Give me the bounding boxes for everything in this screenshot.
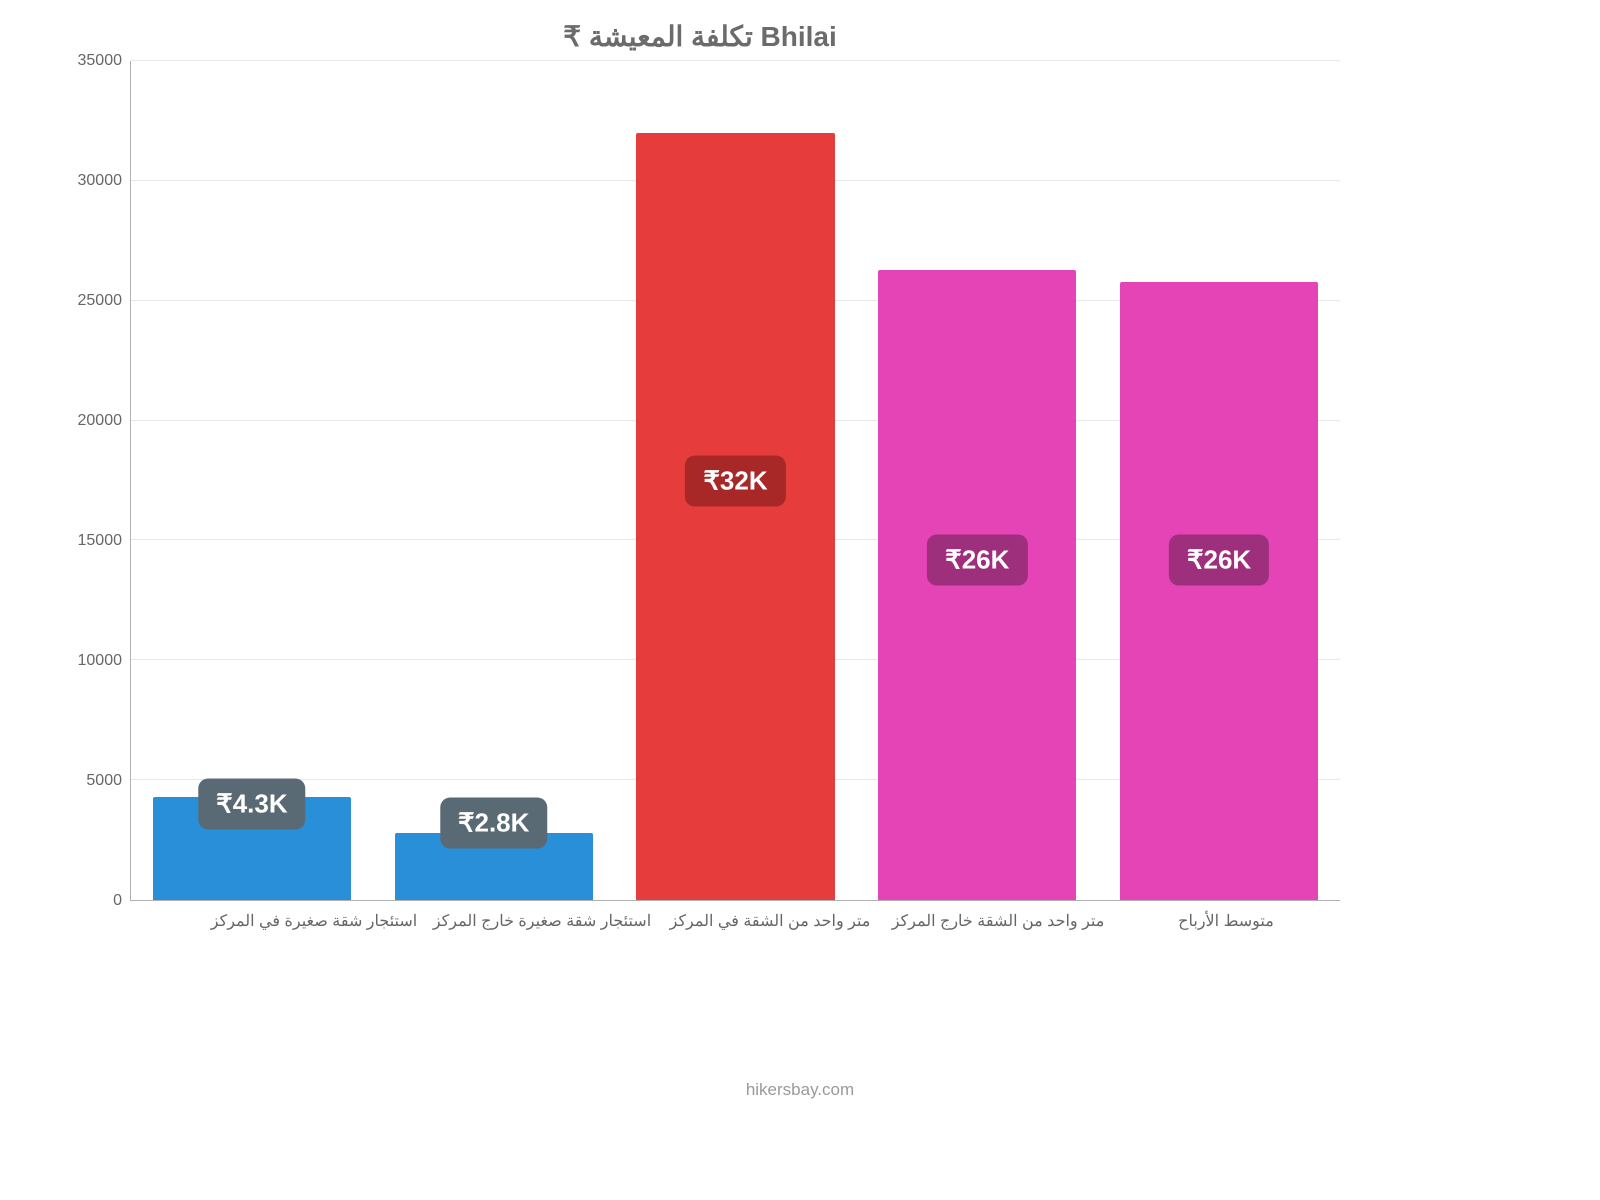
y-tick-label: 25000 — [78, 292, 123, 310]
x-axis-label: استئجار شقة صغيرة في المركز — [200, 911, 428, 931]
x-axis-labels: استئجار شقة صغيرة في المركزاستئجار شقة ص… — [200, 911, 1340, 931]
value-badge: ₹2.8K — [440, 798, 547, 849]
bar-slot: ₹32K — [615, 61, 857, 900]
value-badge: ₹26K — [1169, 534, 1269, 585]
plot-area: ₹4.3K ₹2.8K ₹32K ₹26K ₹26K — [130, 61, 1340, 901]
bars-container: ₹4.3K ₹2.8K ₹32K ₹26K ₹26K — [131, 61, 1340, 900]
bar — [636, 133, 834, 900]
bar — [1120, 282, 1318, 900]
bar-slot: ₹26K — [856, 61, 1098, 900]
y-axis: 05000100001500020000250003000035000 — [60, 61, 130, 901]
x-axis-label: استئجار شقة صغيرة خارج المركز — [428, 911, 656, 931]
y-tick-label: 30000 — [78, 172, 123, 190]
value-badge: ₹26K — [927, 534, 1027, 585]
bar-slot: ₹26K — [1098, 61, 1340, 900]
bar-slot: ₹2.8K — [373, 61, 615, 900]
x-axis-label: متر واحد من الشقة خارج المركز — [884, 911, 1112, 931]
value-badge: ₹32K — [685, 455, 785, 506]
y-tick-label: 35000 — [78, 52, 123, 70]
x-axis-label: متوسط الأرباح — [1112, 911, 1340, 931]
attribution-text: hikersbay.com — [0, 1080, 1600, 1100]
y-tick-label: 20000 — [78, 412, 123, 430]
x-axis-label: متر واحد من الشقة في المركز — [656, 911, 884, 931]
value-badge: ₹4.3K — [198, 779, 305, 830]
y-tick-label: 15000 — [78, 532, 123, 550]
y-tick-label: 10000 — [78, 652, 123, 670]
bar-slot: ₹4.3K — [131, 61, 373, 900]
chart-title: ₹ تكلفة المعيشة Bhilai — [60, 20, 1340, 53]
plot-area-wrap: 05000100001500020000250003000035000 ₹4.3… — [130, 61, 1340, 901]
y-tick-label: 0 — [113, 892, 122, 910]
cost-of-living-chart: ₹ تكلفة المعيشة Bhilai 05000100001500020… — [60, 20, 1340, 980]
y-tick-label: 5000 — [86, 772, 122, 790]
